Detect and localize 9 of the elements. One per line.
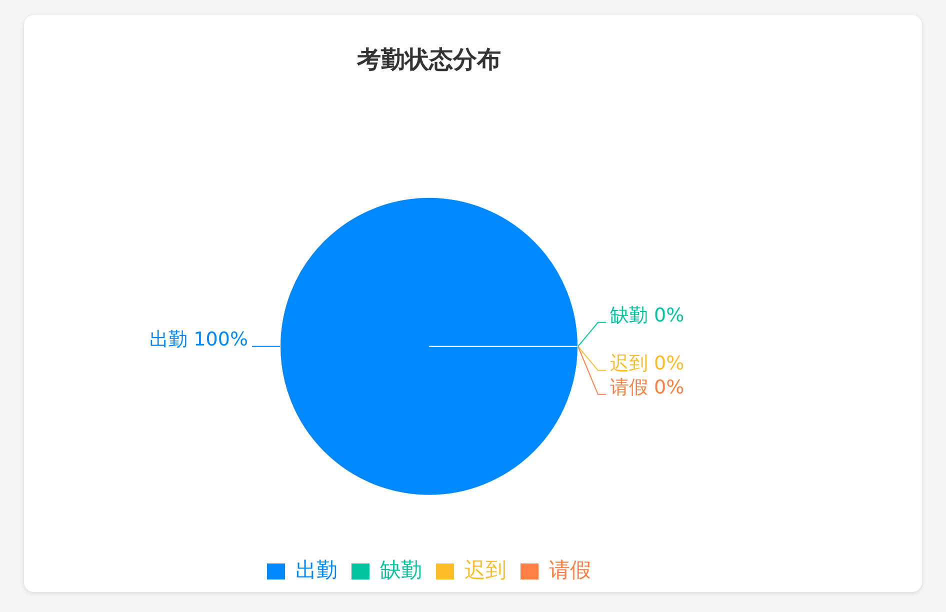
category-label: 迟到 0% [610, 352, 684, 374]
legend-label: 迟到 [464, 558, 506, 582]
legend-label: 请假 [549, 558, 591, 582]
legend-label: 出勤 [296, 558, 338, 582]
chart-title: 考勤状态分布 [356, 46, 501, 74]
category-label: 请假 0% [610, 376, 684, 398]
category-label: 出勤 100% [150, 328, 248, 350]
legend-label: 缺勤 [380, 558, 422, 582]
category-label: 缺勤 0% [610, 304, 684, 326]
